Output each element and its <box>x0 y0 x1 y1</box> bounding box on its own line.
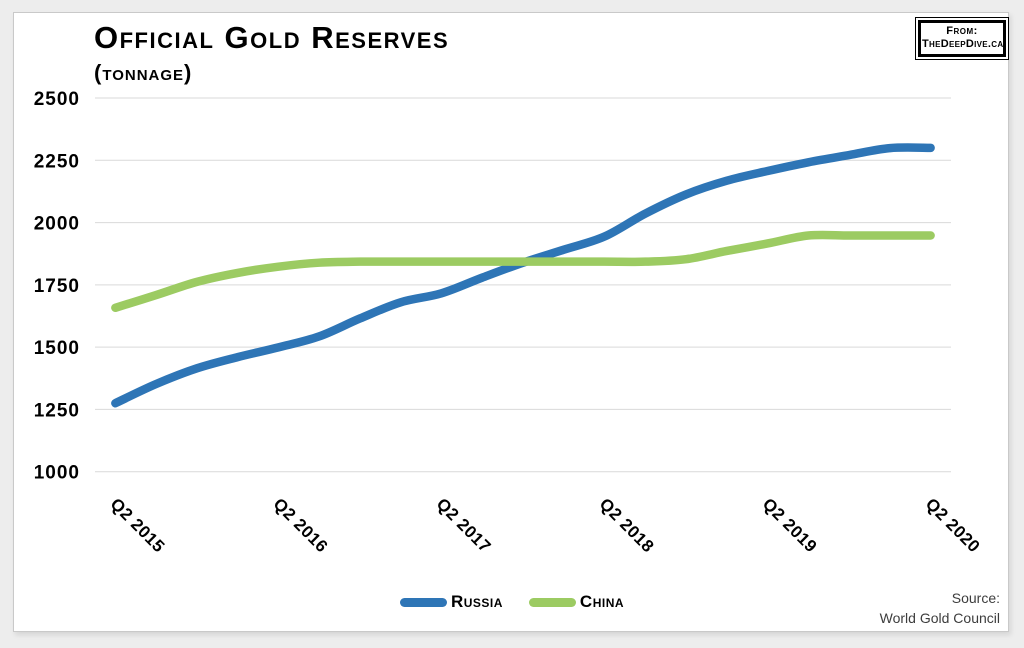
chart-title: Official Gold Reserves <box>94 20 450 55</box>
x-axis-tick-label: Q2 2016 <box>270 494 332 556</box>
chart-subtitle: (tonnage) <box>94 60 193 85</box>
x-axis-tick-label: Q2 2019 <box>759 494 821 556</box>
chart-card <box>13 12 1009 632</box>
china-line-swatch <box>528 597 576 607</box>
legend-item-china: China <box>528 592 625 612</box>
chart-legend: Russia China <box>0 592 1024 612</box>
legend-label-china: China <box>579 592 625 611</box>
y-axis-tick-label: 1750 <box>34 276 80 297</box>
source-attribution: Source: World Gold Council <box>880 588 1000 629</box>
legend-item-russia: Russia <box>399 592 503 612</box>
x-axis-tick-label: Q2 2020 <box>922 494 984 556</box>
x-axis-tick-label: Q2 2015 <box>107 494 169 556</box>
badge-site-label: TheDeepDive.ca <box>922 38 1004 51</box>
source-label: Source: <box>951 590 1000 606</box>
x-axis-tick-label: Q2 2018 <box>596 494 658 556</box>
y-axis-tick-label: 1000 <box>34 463 80 484</box>
y-axis-tick-label: 1250 <box>34 400 80 421</box>
x-axis-tick-label: Q2 2017 <box>433 494 495 556</box>
source-name: World Gold Council <box>879 610 1000 627</box>
source-badge-frame: From: TheDeepDive.ca <box>918 20 1006 57</box>
series-line-china <box>111 230 935 313</box>
source-badge: From: TheDeepDive.ca <box>915 17 1009 60</box>
y-axis-tick-label: 2500 <box>34 89 80 110</box>
y-axis-tick-label: 2000 <box>34 214 80 235</box>
russia-line-swatch <box>399 597 447 607</box>
y-axis-tick-label: 2250 <box>34 151 80 172</box>
legend-label-russia: Russia <box>450 592 503 611</box>
badge-from-label: From: <box>946 25 978 37</box>
y-axis-tick-label: 1500 <box>34 338 80 359</box>
